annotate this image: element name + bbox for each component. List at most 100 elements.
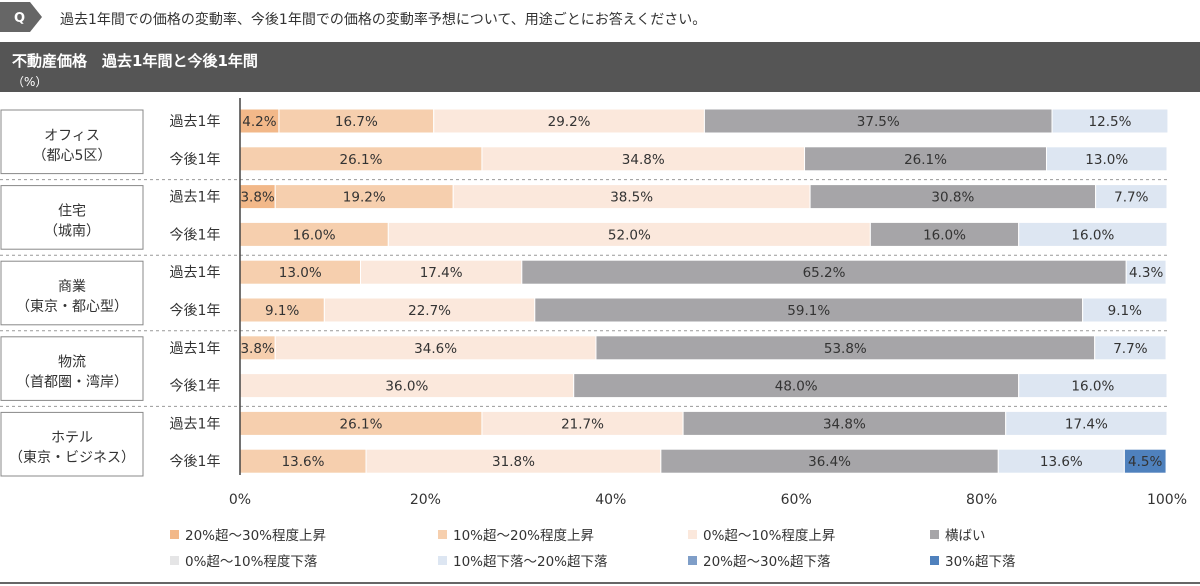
- bar-segment: [1094, 335, 1167, 361]
- group-label-box: [0, 260, 144, 326]
- bar-segment: [521, 259, 1127, 285]
- data-label: 59.1%: [787, 303, 830, 319]
- bar-segment: [682, 410, 1007, 436]
- legend-swatch: [930, 529, 939, 539]
- data-label: 26.1%: [340, 152, 383, 168]
- legend-label: 0%超～10%程度下落: [185, 554, 318, 570]
- row-label: 過去1年: [170, 190, 221, 206]
- group-label: （首都圏・湾岸）: [16, 374, 128, 391]
- legend-item: 20%超～30%超下落: [688, 550, 831, 570]
- row-label: 今後1年: [170, 454, 221, 470]
- bar-segment: [1082, 297, 1168, 323]
- row-label: 過去1年: [170, 416, 221, 432]
- group-label: （都心5区）: [33, 148, 112, 164]
- legend-item: 20%超～30%程度上昇: [170, 524, 326, 544]
- bar-segment: [1051, 108, 1169, 134]
- data-label: 48.0%: [775, 379, 818, 395]
- legend-item: 横ばい: [930, 524, 986, 544]
- legend-item: 30%超下落: [930, 550, 1016, 570]
- bar-segment: [809, 184, 1097, 210]
- bar-segment: [534, 297, 1084, 323]
- legend-swatch: [930, 555, 939, 565]
- question-badge-label: Q: [14, 11, 25, 26]
- legend-item: 0%超～10%程度上昇: [688, 524, 835, 544]
- data-label: 13.6%: [1040, 454, 1083, 470]
- bar-segment: [239, 221, 389, 247]
- legend-item: 10%超～20%程度上昇: [438, 524, 594, 544]
- data-label: 4.3%: [1129, 265, 1163, 281]
- bar-segment: [1045, 146, 1168, 172]
- group-label: オフィス: [44, 128, 100, 144]
- bar-segment: [387, 221, 871, 247]
- data-label: 34.8%: [622, 152, 665, 168]
- data-label: 65.2%: [803, 265, 846, 281]
- data-label: 26.1%: [904, 152, 947, 168]
- group-label: 商業: [58, 279, 86, 295]
- data-label: 53.8%: [824, 341, 867, 357]
- x-tick-label: 60%: [781, 492, 812, 508]
- bar-segment: [239, 259, 362, 285]
- row-label: 今後1年: [170, 379, 221, 395]
- legend-swatch: [688, 555, 697, 565]
- question-text: 過去1年間での価格の変動率、今後1年間での価格の変動率予想について、用途ごとにお…: [60, 12, 707, 28]
- legend-swatch: [170, 529, 179, 539]
- bar-segment: [1005, 410, 1168, 436]
- bar-segment: [452, 184, 811, 210]
- question-bar: Q 過去1年間での価格の変動率、今後1年間での価格の変動率予想について、用途ごと…: [0, 0, 1200, 36]
- data-label: 7.7%: [1114, 190, 1148, 206]
- bar-segment: [1018, 221, 1168, 247]
- x-tick-label: 0%: [229, 492, 251, 508]
- group-label-box: [0, 109, 144, 175]
- data-label: 13.6%: [282, 454, 325, 470]
- data-label: 16.0%: [923, 227, 966, 243]
- legend-label: 10%超～20%程度上昇: [453, 528, 595, 544]
- row-label: 今後1年: [170, 303, 221, 319]
- bar-segment: [660, 448, 999, 474]
- bar-segment: [869, 221, 1020, 247]
- data-label: 4.5%: [1128, 454, 1162, 470]
- legend-label: 30%超下落: [945, 554, 1016, 570]
- data-label: 16.0%: [1071, 227, 1114, 243]
- bar-segment: [278, 108, 435, 134]
- group-label: （東京・都心型）: [16, 299, 128, 315]
- bottom-divider: [0, 582, 1200, 584]
- x-tick-label: 20%: [410, 492, 441, 508]
- data-label: 37.5%: [857, 114, 900, 130]
- data-label: 19.2%: [343, 190, 386, 206]
- x-tick-label: 40%: [595, 492, 626, 508]
- bar-segment: [239, 410, 483, 436]
- data-label: 30.8%: [931, 190, 974, 206]
- group-label-box: [0, 336, 144, 401]
- data-label: 16.0%: [1071, 379, 1114, 395]
- legend-label: 20%超～30%超下落: [703, 554, 831, 570]
- data-label: 31.8%: [492, 454, 535, 470]
- chart-header: 不動産価格 過去1年間と今後1年間 （%）: [0, 42, 1200, 92]
- legend-swatch: [438, 555, 447, 565]
- group-label: 住宅: [58, 203, 86, 219]
- bar-segment: [481, 410, 684, 436]
- data-label: 52.0%: [608, 227, 651, 243]
- bar-segment: [703, 108, 1053, 134]
- legend-swatch: [170, 555, 179, 565]
- bar-segment: [239, 184, 276, 210]
- group-label-box: [0, 185, 144, 250]
- data-label: 21.7%: [561, 416, 604, 432]
- bar-segment: [1123, 448, 1167, 474]
- legend-label: 20%超～30%程度上昇: [185, 528, 327, 544]
- legend-swatch: [688, 529, 697, 539]
- legend-item: 0%超～10%程度下落: [170, 550, 317, 570]
- legend-item: 10%超下落～20%超下落: [438, 550, 608, 570]
- data-label: 36.0%: [385, 379, 428, 395]
- group-label: ホテル: [51, 430, 93, 446]
- row-label: 過去1年: [170, 265, 221, 281]
- data-label: 38.5%: [610, 190, 653, 206]
- bar-segment: [573, 373, 1020, 399]
- data-label: 3.8%: [240, 190, 274, 206]
- data-label: 7.7%: [1113, 341, 1147, 357]
- legend-label: 10%超下落～20%超下落: [453, 554, 608, 570]
- chart-title: 不動産価格 過去1年間と今後1年間: [12, 52, 258, 70]
- bar-segment: [433, 108, 705, 134]
- data-label: 16.0%: [293, 227, 336, 243]
- bar-segment: [1125, 259, 1167, 285]
- data-label: 29.2%: [548, 114, 591, 130]
